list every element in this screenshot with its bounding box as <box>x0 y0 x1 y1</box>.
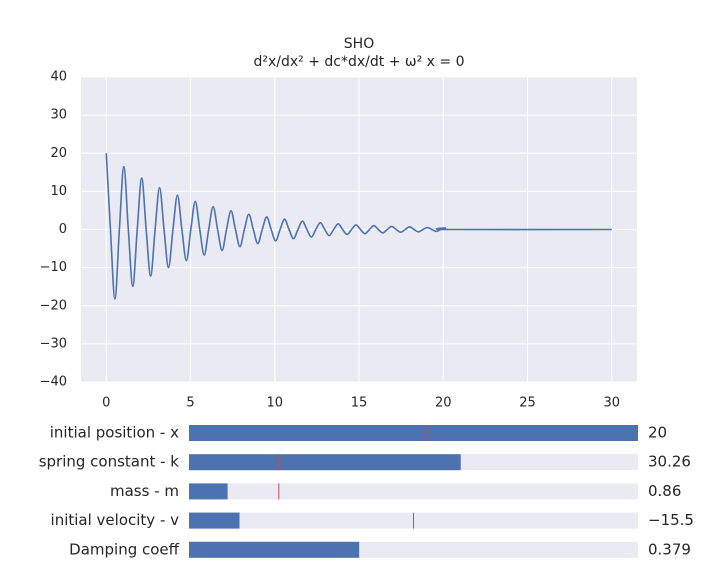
y-tick-label: 10 <box>50 184 67 199</box>
x-tick-label: 5 <box>186 396 194 411</box>
x-tick-label: 0 <box>102 396 110 411</box>
y-tick-label: −30 <box>40 336 67 351</box>
chart-subtitle: d²x/dx² + dc*dx/dt + ω² x = 0 <box>253 54 464 70</box>
chart-title: SHO <box>344 36 374 52</box>
y-tick-label: 20 <box>50 146 67 161</box>
slider-value: −15.5 <box>648 511 694 529</box>
slider-track[interactable] <box>189 483 638 500</box>
x-tick-label: 25 <box>519 396 536 411</box>
slider-value: 0.86 <box>648 482 681 500</box>
slider-value: 0.379 <box>648 540 691 558</box>
y-tick-label: −40 <box>40 375 67 390</box>
slider-label: mass - m <box>110 482 179 500</box>
slider-fill[interactable] <box>189 454 461 471</box>
slider-fill[interactable] <box>189 541 360 558</box>
x-tick-label: 10 <box>266 396 283 411</box>
slider-label: initial velocity - v <box>51 511 180 529</box>
slider-fill[interactable] <box>189 512 240 529</box>
slider-value: 20 <box>648 424 667 442</box>
x-tick-label: 15 <box>351 396 368 411</box>
slider-fill[interactable] <box>189 483 228 500</box>
slider-label: spring constant - k <box>39 453 180 471</box>
y-tick-label: 0 <box>59 222 67 237</box>
y-tick-label: 30 <box>50 108 67 123</box>
y-tick-label: −20 <box>40 298 67 313</box>
slider-value: 30.26 <box>648 453 691 471</box>
slider-fill[interactable] <box>189 425 638 441</box>
y-tick-label: 40 <box>50 70 67 85</box>
slider-label: initial position - x <box>50 424 179 442</box>
y-tick-label: −10 <box>40 260 67 275</box>
x-tick-label: 30 <box>603 396 620 411</box>
x-tick-label: 20 <box>435 396 452 411</box>
line-series <box>105 153 612 300</box>
slider-label: Damping coeff <box>69 540 179 558</box>
